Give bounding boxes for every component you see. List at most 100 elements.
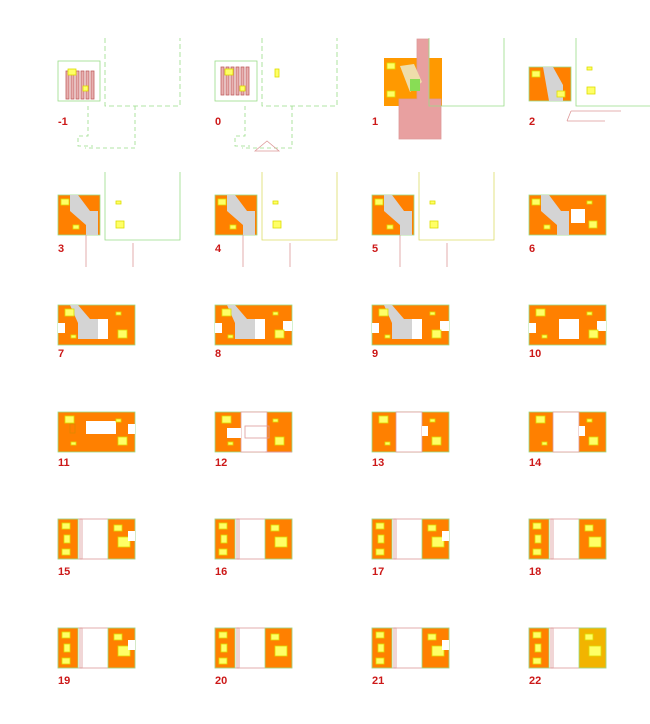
tower-outline	[104, 38, 181, 107]
tower-outline	[261, 38, 338, 107]
core	[70, 305, 90, 339]
floor-label: 3	[58, 243, 64, 255]
room	[270, 524, 280, 532]
room	[64, 415, 75, 424]
stack-row	[245, 66, 250, 96]
floor-label: 9	[372, 348, 378, 360]
stack-row	[65, 70, 70, 100]
core	[384, 305, 404, 339]
room	[239, 85, 246, 92]
room	[115, 220, 125, 229]
floor-label: 20	[215, 675, 227, 687]
room	[386, 224, 394, 230]
room	[117, 536, 131, 548]
room	[588, 329, 599, 339]
floor-plan-10	[528, 304, 607, 346]
room	[534, 534, 542, 544]
room	[274, 436, 285, 446]
room	[227, 441, 234, 446]
room	[61, 631, 71, 639]
stack-row	[225, 66, 230, 96]
room	[274, 329, 285, 339]
room	[586, 200, 593, 205]
void	[442, 531, 449, 541]
core	[384, 195, 412, 235]
stair	[393, 518, 397, 560]
floor-label: 8	[215, 348, 221, 360]
room	[218, 522, 228, 530]
room	[274, 68, 280, 78]
room	[224, 68, 234, 76]
room	[431, 329, 442, 339]
room	[64, 308, 75, 317]
tower-outline	[575, 38, 650, 107]
room	[532, 657, 542, 665]
tower-outline	[261, 172, 338, 241]
room	[272, 311, 279, 316]
room	[431, 436, 442, 446]
floor-label: 4	[215, 243, 222, 255]
central-void	[395, 411, 423, 453]
stack-row	[75, 70, 80, 100]
room	[375, 631, 385, 639]
room	[117, 436, 128, 446]
floor-plan-8	[214, 304, 293, 346]
room	[532, 631, 542, 639]
void	[128, 424, 135, 434]
room	[543, 224, 551, 230]
void	[412, 319, 422, 339]
floor-plan-16	[214, 518, 293, 560]
room	[377, 534, 385, 544]
stair	[393, 627, 397, 669]
green-room	[410, 79, 420, 91]
floor-label: 5	[372, 243, 378, 255]
room	[584, 524, 594, 532]
floor-label: 2	[529, 116, 535, 128]
room	[588, 645, 602, 657]
room	[532, 522, 542, 530]
floor-plan-11	[57, 411, 136, 453]
room	[531, 70, 541, 78]
floor-plan-0	[214, 38, 338, 152]
room	[374, 198, 384, 206]
room	[70, 441, 77, 446]
room	[588, 436, 599, 446]
floor-label: 11	[58, 457, 70, 469]
floor-plan-22	[528, 627, 607, 669]
room	[375, 522, 385, 530]
room	[61, 548, 71, 556]
floor-label: -1	[58, 116, 68, 128]
room	[220, 534, 228, 544]
floor-plan-19	[57, 627, 136, 669]
stack-row	[90, 70, 95, 100]
canopy	[253, 140, 281, 152]
room	[535, 308, 546, 317]
room	[429, 200, 436, 205]
room	[115, 311, 122, 316]
room	[274, 536, 288, 548]
floor-plan-7	[57, 304, 136, 346]
room	[218, 548, 228, 556]
room	[272, 200, 279, 205]
void	[128, 640, 135, 650]
floor-plan-4	[214, 172, 338, 267]
room	[67, 68, 77, 76]
floor-label: 13	[372, 457, 384, 469]
void	[442, 640, 449, 650]
room	[82, 85, 89, 92]
room	[375, 548, 385, 556]
room	[384, 334, 391, 339]
stack-row	[235, 66, 240, 96]
floor-label: 1	[372, 116, 378, 128]
room	[541, 441, 548, 446]
floor-label: 7	[58, 348, 64, 360]
tower-outline	[428, 38, 505, 107]
stack-row	[80, 70, 85, 100]
void	[128, 531, 135, 541]
room	[584, 633, 594, 641]
room	[61, 657, 71, 665]
room	[272, 418, 279, 423]
central-void	[552, 411, 580, 453]
room	[63, 643, 71, 653]
room	[535, 415, 546, 424]
